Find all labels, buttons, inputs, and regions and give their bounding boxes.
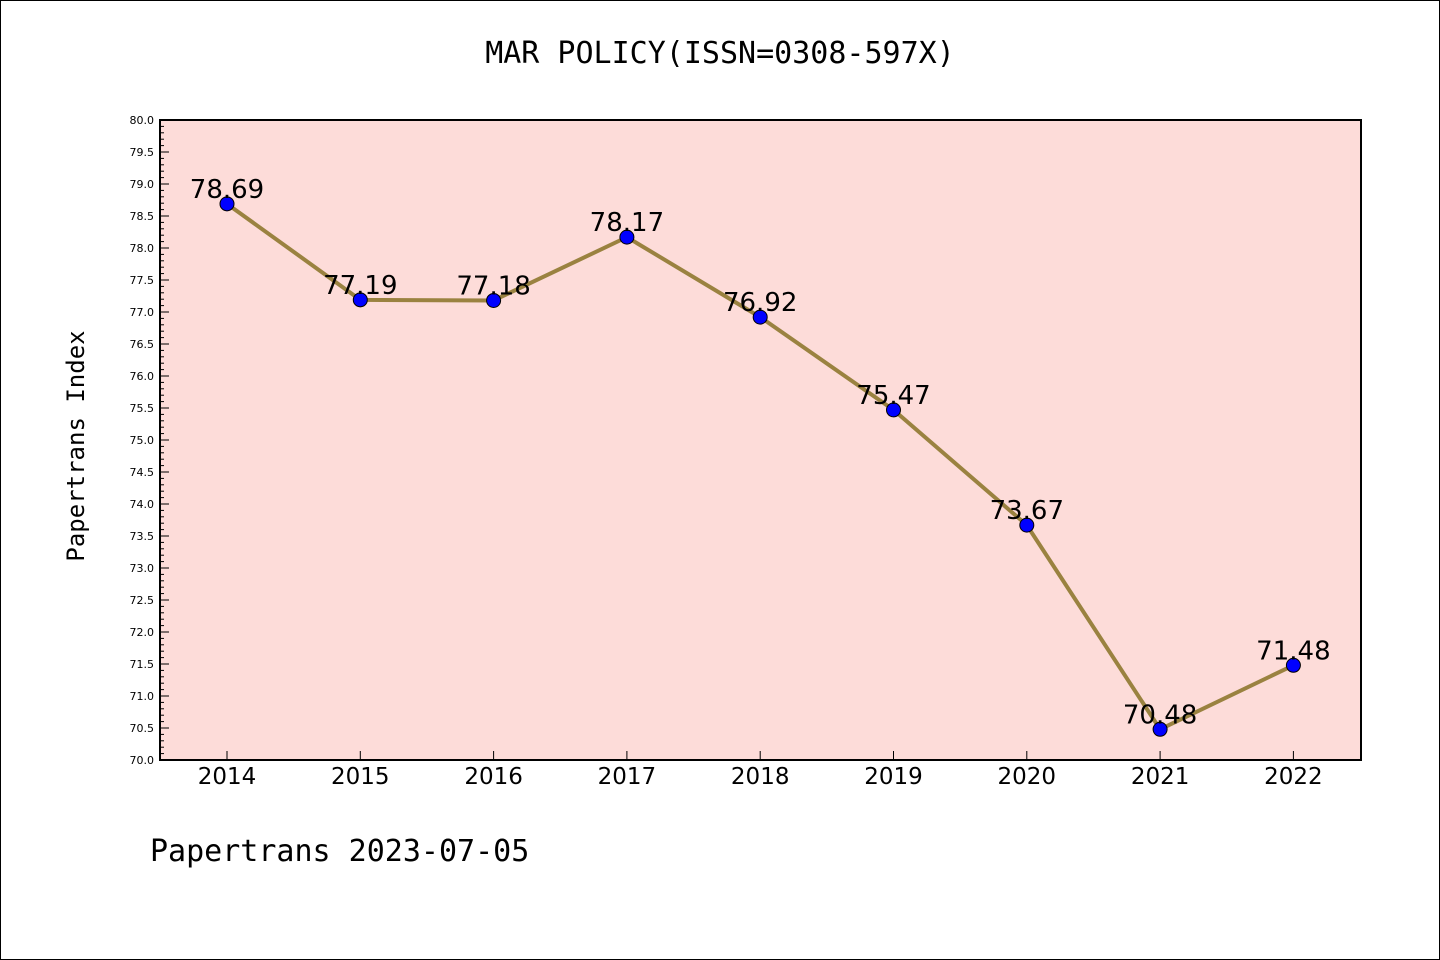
data-label: 77.19 xyxy=(323,271,397,301)
data-label: 75.47 xyxy=(856,381,930,411)
plot-area xyxy=(160,120,1361,760)
data-label: 78.17 xyxy=(590,208,664,238)
x-tick-label: 2014 xyxy=(198,764,257,790)
data-point xyxy=(486,292,502,308)
y-tick-label: 79.0 xyxy=(130,178,155,191)
x-tick-label: 2017 xyxy=(598,764,657,790)
y-tick-label: 71.0 xyxy=(130,690,155,703)
data-point xyxy=(1285,657,1301,673)
data-point xyxy=(752,309,768,325)
x-tick-label: 2020 xyxy=(998,764,1057,790)
data-label: 70.48 xyxy=(1123,700,1197,730)
x-tick-label: 2018 xyxy=(731,764,790,790)
y-tick-label: 71.5 xyxy=(130,658,155,671)
x-tick-label: 2016 xyxy=(464,764,523,790)
x-tick-label: 2015 xyxy=(331,764,390,790)
data-label: 77.18 xyxy=(456,271,530,301)
x-axis-ticks: 2014 2015 2016 2017 2018 2019 2020 2021 2022 xyxy=(198,751,1323,790)
x-tick-label: 2021 xyxy=(1131,764,1190,790)
data-point xyxy=(619,229,635,245)
y-tick-label: 72.0 xyxy=(130,626,155,639)
y-tick-label: 73.0 xyxy=(130,562,155,575)
data-point xyxy=(886,402,901,418)
y-tick-label: 78.5 xyxy=(130,210,155,223)
y-tick-label: 72.5 xyxy=(130,594,155,607)
data-labels: 78.69 77.19 77.18 78.17 76.92 75.47 73.67 70.48… xyxy=(190,175,1331,730)
plot-border xyxy=(159,119,1362,761)
data-label: 76.92 xyxy=(723,288,797,318)
data-point xyxy=(1152,721,1168,737)
data-point xyxy=(352,292,368,308)
data-label: 78.69 xyxy=(190,175,264,205)
y-tick-label: 74.0 xyxy=(130,498,155,511)
y-tick-label: 75.5 xyxy=(130,402,155,415)
y-tick-label: 74.5 xyxy=(130,466,155,479)
y-tick-label: 70.0 xyxy=(130,754,155,767)
y-tick-label: 76.5 xyxy=(130,338,155,351)
data-markers xyxy=(219,196,1301,737)
y-tick-label: 76.0 xyxy=(130,370,155,383)
x-tick-label: 2019 xyxy=(864,764,923,790)
y-tick-label: 77.5 xyxy=(130,274,155,287)
data-point xyxy=(1019,517,1035,533)
x-tick-label: 2022 xyxy=(1264,764,1323,790)
y-tick-label: 80.0 xyxy=(130,114,155,127)
data-point xyxy=(219,196,235,212)
y-tick-label: 77.0 xyxy=(130,306,155,319)
y-axis-label: Papertrans Index xyxy=(62,330,90,561)
y-tick-label: 73.5 xyxy=(130,530,155,543)
data-label: 71.48 xyxy=(1256,636,1330,666)
chart-title: MAR POLICY(ISSN=0308-597X) xyxy=(485,36,955,71)
y-tick-label: 75.0 xyxy=(130,434,155,447)
data-label: 73.67 xyxy=(990,496,1064,526)
footer-credit: Papertrans 2023-07-05 xyxy=(150,834,530,869)
y-tick-label: 70.5 xyxy=(130,722,155,735)
y-axis-ticks: 70.0 70.5 71.0 71.5 72.0 72.5 73.0 73.5 74.0 74.5… xyxy=(130,114,169,767)
y-tick-label: 79.5 xyxy=(130,146,155,159)
y-tick-label: 78.0 xyxy=(130,242,155,255)
